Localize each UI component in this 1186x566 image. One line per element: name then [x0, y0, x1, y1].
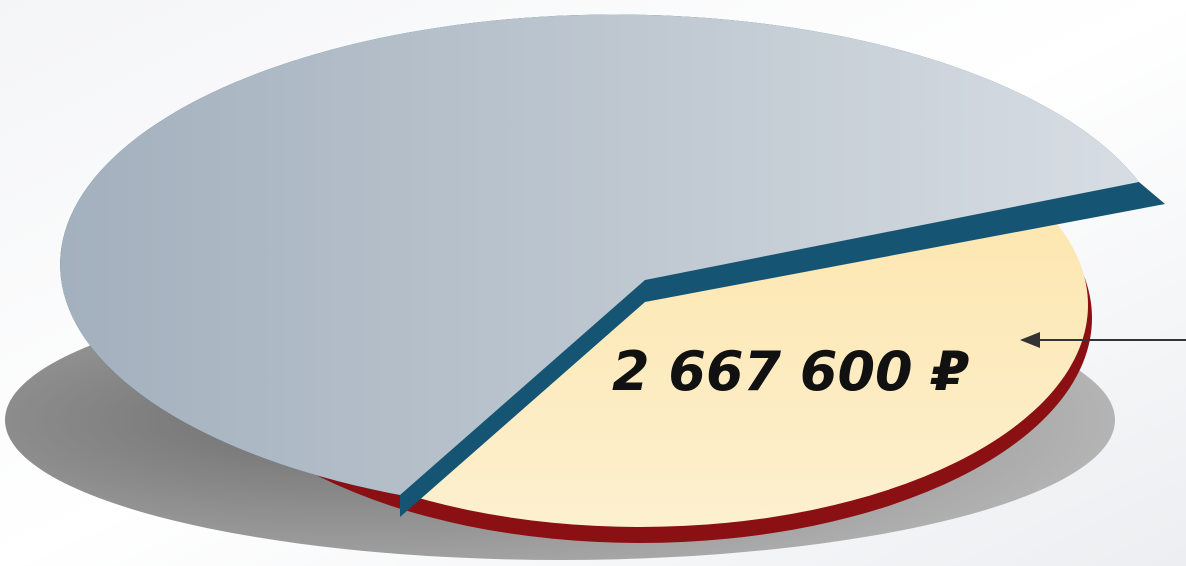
amount-label: 2 667 600 ₽: [612, 340, 970, 403]
disc: [60, 14, 1140, 496]
